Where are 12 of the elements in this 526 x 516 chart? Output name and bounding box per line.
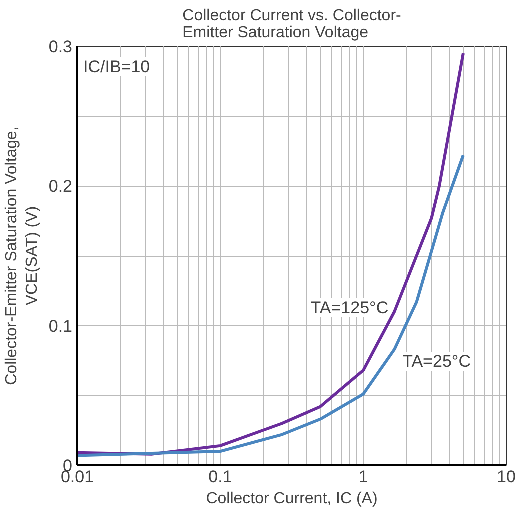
y-tick-label: 0.3	[48, 38, 73, 56]
x-tick-label: 1	[358, 468, 368, 486]
chart-title: Collector Current vs. Collector- Emitter Saturation Voltage	[182, 8, 402, 42]
annotation: IC/IB=10	[84, 58, 150, 76]
y-axis-title: Collector-Emitter Saturation Voltage, VCE(SAT) (V)	[3, 126, 41, 386]
y-tick-label: 0.2	[48, 177, 73, 196]
x-axis-title: Collector Current, IC (A)	[206, 490, 378, 508]
annotation: TA=125°C	[310, 298, 389, 318]
y-tick-label: 0.1	[48, 316, 73, 336]
x-tick-label: 10	[497, 468, 516, 486]
annotation: TA=25°C	[402, 352, 471, 372]
x-tick-label: 0.1	[208, 468, 232, 486]
